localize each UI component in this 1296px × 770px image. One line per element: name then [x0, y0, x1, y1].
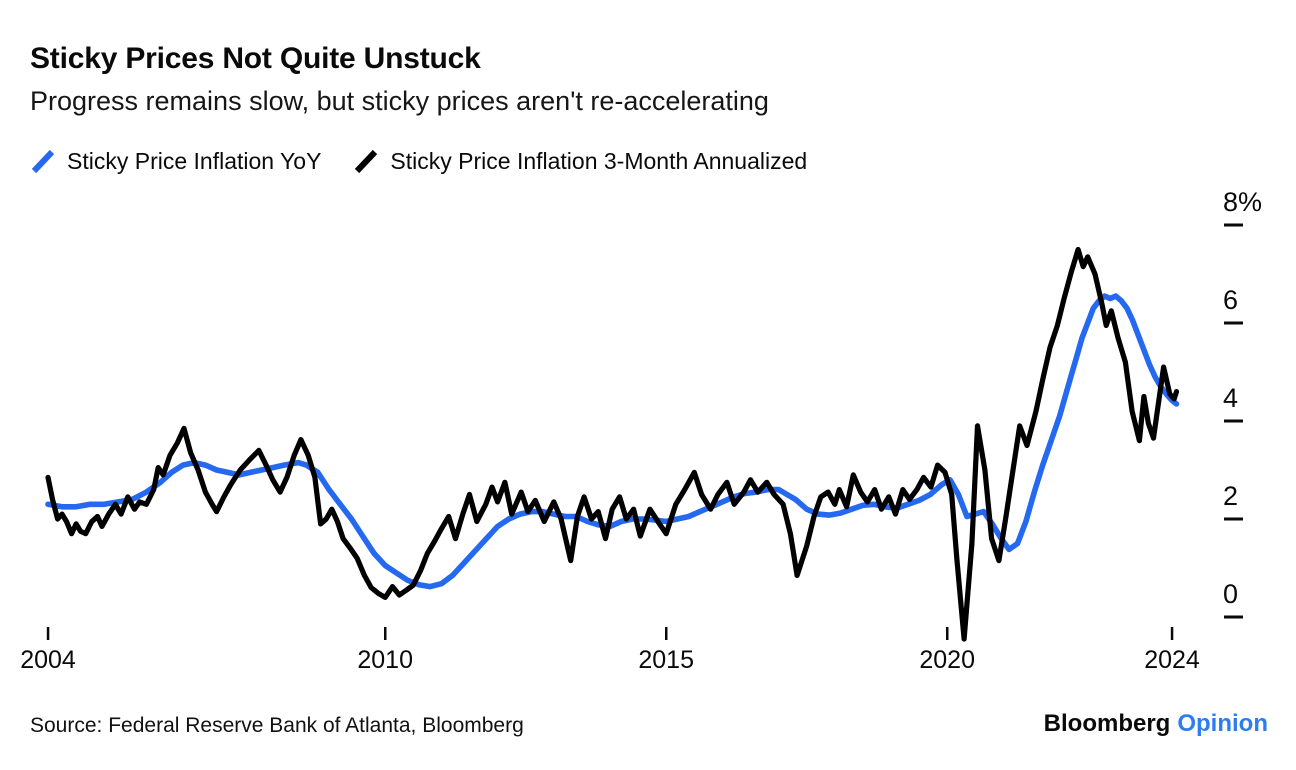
series-line-3mo [45, 246, 1180, 642]
legend-label-3mo: Sticky Price Inflation 3-Month Annualize… [390, 148, 808, 174]
x-axis-label: 2024 [1144, 646, 1200, 674]
legend-label-yoy: Sticky Price Inflation YoY [67, 148, 322, 174]
x-axis-tick [665, 627, 668, 640]
source-note: Source: Federal Reserve Bank of Atlanta,… [30, 714, 524, 737]
legend: Sticky Price Inflation YoY Sticky Price … [30, 148, 807, 175]
bloomberg-opinion-logo: Bloomberg Opinion [1044, 710, 1268, 738]
page-title: Sticky Prices Not Quite Unstuck [30, 42, 481, 75]
legend-item-3mo: Sticky Price Inflation 3-Month Annualize… [353, 148, 807, 175]
y-axis-tick [1224, 321, 1243, 325]
x-axis-tick [46, 627, 50, 640]
black-slash-icon [355, 149, 378, 174]
series-line-yoy [45, 293, 1180, 590]
x-axis-label: 2020 [919, 646, 975, 674]
y-axis-label: 6 [1223, 285, 1238, 315]
brand-name: Bloomberg [1043, 710, 1171, 737]
y-axis-tick [1224, 223, 1243, 227]
x-axis-label: 2004 [20, 646, 76, 674]
y-axis-tick [1224, 615, 1243, 619]
legend-item-yoy: Sticky Price Inflation YoY [30, 148, 321, 175]
x-axis-label: 2015 [638, 646, 694, 674]
y-axis-label: 2 [1223, 481, 1238, 511]
y-axis-label: 8% [1223, 187, 1262, 217]
page-subtitle: Progress remains slow, but sticky prices… [30, 86, 769, 116]
y-axis-label: 0 [1223, 579, 1238, 609]
y-axis-tick [1224, 419, 1243, 423]
x-axis-tick [946, 627, 949, 640]
x-axis-label: 2010 [357, 646, 413, 674]
brand-product: Opinion [1177, 710, 1268, 737]
blue-slash-icon [31, 149, 55, 174]
y-axis-label: 4 [1223, 383, 1238, 413]
y-axis-tick [1224, 517, 1243, 521]
x-axis-tick [1170, 627, 1174, 640]
x-axis-tick [384, 627, 387, 640]
